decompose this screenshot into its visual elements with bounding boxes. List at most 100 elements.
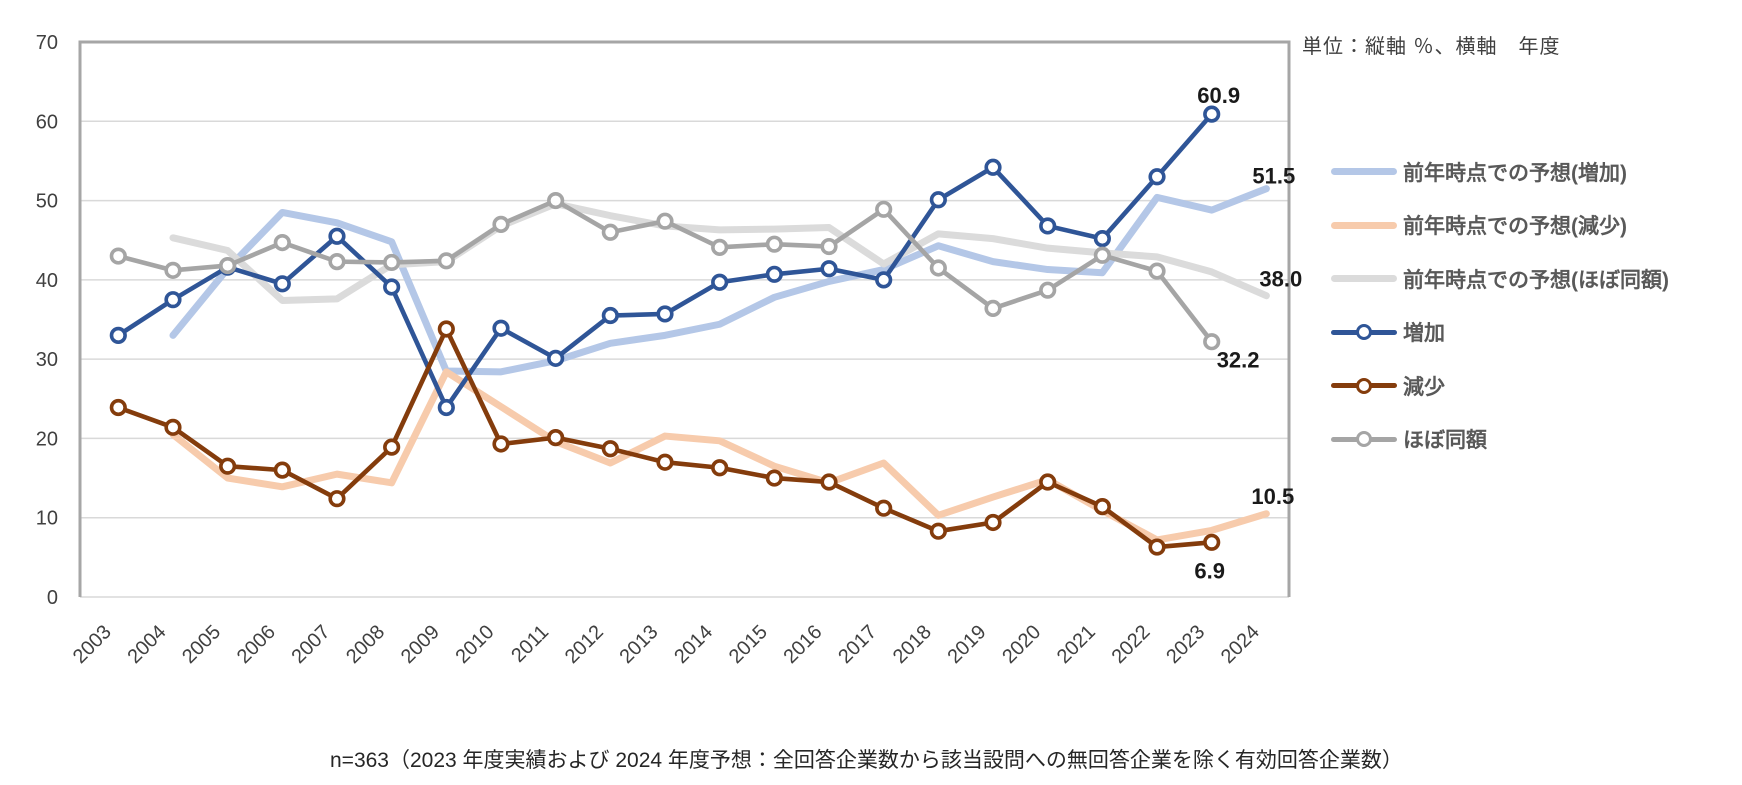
data-point-marker [219, 457, 237, 475]
data-point-marker [547, 191, 565, 210]
series-line-forecast-same [169, 200, 1270, 304]
series-line-forecast-increase [169, 185, 1270, 376]
x-tick-label: 2010 [452, 621, 499, 668]
legend-item-forecast-same: 前年時点での予想(ほぼ同額) [1331, 252, 1669, 306]
data-point-marker [492, 435, 510, 453]
x-tick-label: 2011 [507, 621, 553, 667]
data-point-marker [929, 259, 947, 277]
data-point-marker [1039, 473, 1057, 491]
data-point-marker [492, 319, 510, 337]
data-point-marker [383, 253, 401, 272]
data-point-marker [711, 459, 729, 477]
y-axis-labels: 0 10 20 30 40 50 60 70 [36, 32, 58, 609]
x-tick-label: 2012 [561, 621, 608, 668]
data-point-marker [1039, 217, 1057, 235]
series-forecast-increase [169, 185, 1270, 376]
data-point-marker [164, 291, 182, 309]
data-point-marker [1148, 262, 1166, 280]
x-tick-label: 2022 [1108, 621, 1155, 668]
data-label: 6.9 [1194, 558, 1225, 583]
legend-marker-dot-icon [1356, 377, 1372, 394]
data-point-marker [437, 252, 455, 270]
x-tick-label: 2014 [670, 621, 717, 668]
legend: 前年時点での予想(増加) 前年時点での予想(減少) 前年時点での予想(ほぼ同額)… [1331, 145, 1669, 466]
unit-label: 単位：縦軸 ％、横軸 年度 [1302, 36, 1561, 58]
series-decrease [109, 320, 1221, 556]
legend-label: 前年時点での予想(ほぼ同額) [1403, 268, 1669, 292]
x-tick-label: 2008 [342, 621, 389, 668]
x-tick-label: 2006 [233, 621, 280, 668]
data-label: 60.9 [1197, 83, 1240, 108]
data-point-marker [109, 326, 127, 344]
data-point-marker [1039, 281, 1057, 299]
data-point-marker [601, 223, 619, 241]
data-point-marker [1148, 168, 1166, 186]
data-point-marker [273, 275, 291, 293]
legend-marker-dot-icon [1356, 324, 1372, 341]
data-label: 10.5 [1251, 484, 1294, 509]
data-point-marker [984, 158, 1002, 176]
legend-swatch-increase-icon [1331, 324, 1397, 341]
x-tick-label: 2017 [834, 621, 881, 668]
x-tick-label: 2019 [944, 621, 991, 668]
data-label: 32.2 [1217, 348, 1260, 373]
data-point-marker [820, 473, 838, 491]
legend-item-decrease: 減少 [1331, 359, 1669, 413]
series-line-increase [116, 111, 1214, 410]
legend-swatch-forecast-same-icon [1331, 275, 1397, 283]
x-tick-label: 2023 [1162, 621, 1209, 668]
x-tick-label: 2015 [725, 621, 772, 668]
y-tick-label: 60 [36, 111, 58, 133]
x-tick-label: 2007 [287, 621, 334, 668]
data-point-marker [1203, 105, 1221, 123]
data-point-marker [929, 191, 947, 209]
data-point-marker [109, 398, 127, 417]
y-tick-label: 40 [36, 270, 58, 292]
legend-label: ほぼ同額 [1403, 429, 1487, 453]
data-point-marker [437, 320, 455, 338]
x-tick-label: 2018 [889, 621, 936, 668]
x-tick-label: 2016 [780, 621, 827, 668]
legend-item-increase: 増加 [1331, 306, 1669, 360]
x-tick-label: 2009 [397, 621, 444, 668]
y-tick-label: 10 [36, 508, 58, 530]
data-point-marker [656, 212, 674, 230]
data-point-marker [492, 215, 510, 233]
x-axis-labels: 2003 2004 2005 2006 2007 2008 2009 2010 2011 2012… [69, 621, 1264, 668]
data-point-marker [109, 247, 127, 265]
x-tick-label: 2024 [1217, 621, 1264, 668]
data-point-marker [765, 235, 783, 253]
series-increase [109, 105, 1221, 417]
data-point-marker [984, 299, 1002, 318]
y-tick-label: 0 [47, 587, 58, 609]
legend-item-same: ほぼ同額 [1331, 413, 1669, 467]
legend-swatch-decrease-icon [1331, 377, 1397, 394]
legend-label: 増加 [1403, 322, 1445, 346]
data-point-marker [656, 453, 674, 471]
data-point-marker [273, 461, 291, 479]
legend-swatch-forecast-decrease-icon [1331, 221, 1397, 229]
plot-border [78, 40, 1291, 597]
data-point-marker [929, 522, 947, 540]
y-tick-label: 50 [36, 191, 58, 213]
legend-swatch-forecast-increase-icon [1331, 168, 1397, 176]
legend-swatch-same-icon [1331, 431, 1397, 448]
legend-item-forecast-increase: 前年時点での予想(増加) [1331, 145, 1669, 199]
legend-item-forecast-decrease: 前年時点での予想(減少) [1331, 199, 1669, 253]
data-point-marker [1203, 333, 1221, 351]
y-tick-label: 20 [36, 428, 58, 450]
x-tick-label: 2004 [123, 621, 170, 668]
data-point-marker [1203, 533, 1221, 551]
y-tick-label: 30 [36, 349, 58, 371]
series-same [109, 191, 1221, 351]
series-forecast-same [169, 200, 1270, 304]
data-point-marker [875, 499, 893, 517]
data-labels: 60.9 51.5 38.0 32.2 10.5 6.9 [1194, 83, 1302, 583]
legend-label: 前年時点での予想(増加) [1403, 161, 1627, 185]
x-tick-label: 2005 [178, 621, 225, 668]
data-label: 51.5 [1252, 164, 1295, 189]
legend-label: 減少 [1403, 375, 1445, 399]
x-tick-label: 2013 [616, 621, 663, 668]
data-point-marker [328, 227, 346, 245]
